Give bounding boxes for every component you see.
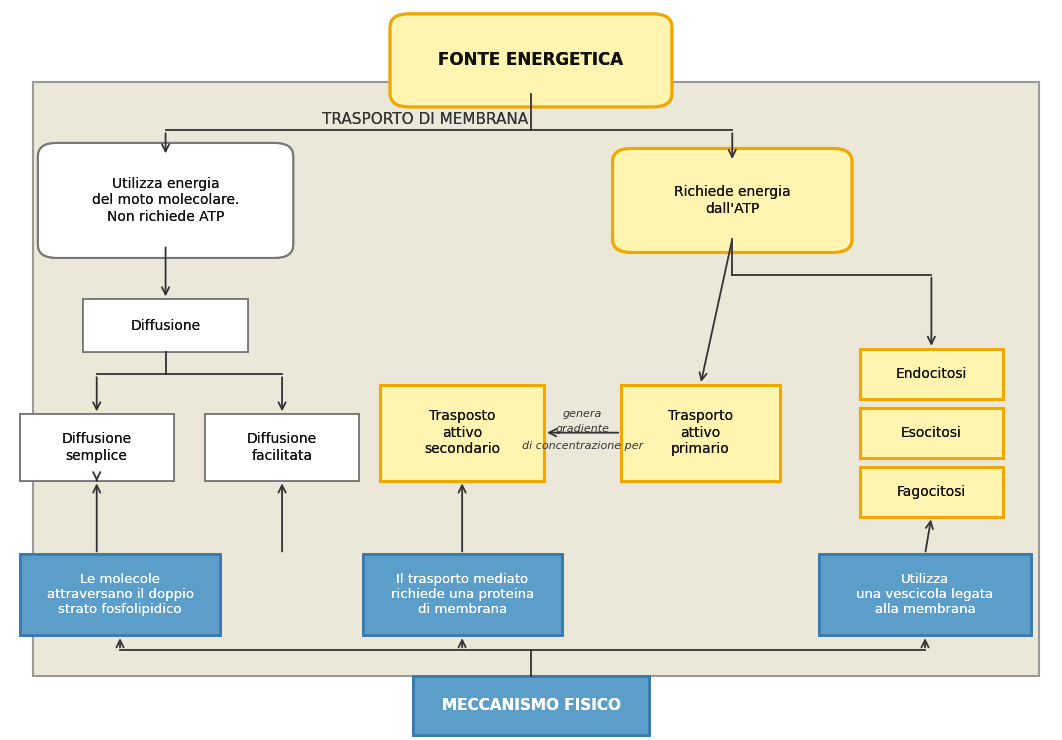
Text: Fagocitosi: Fagocitosi [896, 485, 966, 499]
Text: Trasporto
attivo
primario: Trasporto attivo primario [668, 409, 733, 456]
FancyBboxPatch shape [819, 554, 1031, 636]
Text: MECCANISMO FISICO: MECCANISMO FISICO [442, 698, 620, 713]
Text: gradiente: gradiente [555, 424, 610, 434]
FancyBboxPatch shape [362, 554, 562, 636]
Text: Endocitosi: Endocitosi [895, 367, 967, 380]
Text: FONTE ENERGETICA: FONTE ENERGETICA [439, 51, 623, 70]
FancyBboxPatch shape [20, 554, 220, 636]
Text: Endocitosi: Endocitosi [895, 367, 967, 380]
FancyBboxPatch shape [413, 676, 649, 735]
FancyBboxPatch shape [613, 149, 852, 252]
Text: Diffusione
facilitata: Diffusione facilitata [247, 432, 318, 462]
FancyBboxPatch shape [621, 385, 780, 480]
Text: Utilizza
una vescicola legata
alla membrana: Utilizza una vescicola legata alla membr… [856, 574, 994, 616]
FancyBboxPatch shape [205, 414, 359, 480]
Text: Le molecole
attraversano il doppio
strato fosfolipidico: Le molecole attraversano il doppio strat… [47, 574, 193, 616]
FancyBboxPatch shape [413, 676, 649, 735]
Text: MECCANISMO FISICO: MECCANISMO FISICO [442, 698, 620, 713]
FancyBboxPatch shape [20, 414, 173, 480]
FancyBboxPatch shape [819, 554, 1031, 636]
Text: Diffusione: Diffusione [131, 319, 201, 333]
FancyBboxPatch shape [860, 467, 1003, 517]
Text: Utilizza
una vescicola legata
alla membrana: Utilizza una vescicola legata alla membr… [856, 574, 994, 616]
Text: Le molecole
attraversano il doppio
strato fosfolipidico: Le molecole attraversano il doppio strat… [47, 574, 193, 616]
Text: TRASPORTO DI MEMBRANA: TRASPORTO DI MEMBRANA [322, 112, 528, 127]
FancyBboxPatch shape [38, 143, 293, 258]
FancyBboxPatch shape [380, 385, 544, 480]
FancyBboxPatch shape [380, 385, 544, 480]
Text: Esocitosi: Esocitosi [901, 425, 962, 440]
FancyBboxPatch shape [390, 14, 672, 107]
FancyBboxPatch shape [84, 299, 247, 352]
Text: genera: genera [563, 409, 602, 420]
FancyBboxPatch shape [860, 467, 1003, 517]
FancyBboxPatch shape [613, 149, 852, 252]
Text: FONTE ENERGETICA: FONTE ENERGETICA [439, 51, 623, 70]
Text: Esocitosi: Esocitosi [901, 425, 962, 440]
FancyBboxPatch shape [20, 414, 173, 480]
Text: Il trasporto mediato
richiede una proteina
di membrana: Il trasporto mediato richiede una protei… [391, 574, 534, 616]
FancyBboxPatch shape [860, 408, 1003, 458]
Text: Trasposto
attivo
secondario: Trasposto attivo secondario [424, 409, 500, 456]
Text: Utilizza energia
del moto molecolare.
Non richiede ATP: Utilizza energia del moto molecolare. No… [92, 178, 239, 223]
Text: Diffusione
semplice: Diffusione semplice [62, 432, 132, 462]
FancyBboxPatch shape [860, 408, 1003, 458]
Text: Il trasporto mediato
richiede una proteina
di membrana: Il trasporto mediato richiede una protei… [391, 574, 534, 616]
FancyBboxPatch shape [84, 299, 247, 352]
Text: TRASPORTO DI MEMBRANA: TRASPORTO DI MEMBRANA [322, 112, 528, 127]
Text: Diffusione
facilitata: Diffusione facilitata [247, 432, 318, 462]
Text: Diffusione: Diffusione [131, 319, 201, 333]
Text: di concentrazione per: di concentrazione per [523, 441, 644, 451]
Text: Trasposto
attivo
secondario: Trasposto attivo secondario [424, 409, 500, 456]
FancyBboxPatch shape [860, 349, 1003, 399]
FancyBboxPatch shape [362, 554, 562, 636]
FancyBboxPatch shape [20, 554, 220, 636]
FancyBboxPatch shape [860, 349, 1003, 399]
Text: Richiede energia
dall'ATP: Richiede energia dall'ATP [674, 185, 790, 215]
Text: Diffusione
semplice: Diffusione semplice [62, 432, 132, 462]
FancyBboxPatch shape [390, 14, 672, 107]
Text: Fagocitosi: Fagocitosi [896, 485, 966, 499]
Text: Richiede energia
dall'ATP: Richiede energia dall'ATP [674, 185, 790, 215]
FancyBboxPatch shape [38, 143, 293, 258]
FancyBboxPatch shape [205, 414, 359, 480]
Text: Utilizza energia
del moto molecolare.
Non richiede ATP: Utilizza energia del moto molecolare. No… [92, 178, 239, 223]
FancyBboxPatch shape [33, 82, 1040, 676]
Text: Trasporto
attivo
primario: Trasporto attivo primario [668, 409, 733, 456]
FancyBboxPatch shape [621, 385, 780, 480]
